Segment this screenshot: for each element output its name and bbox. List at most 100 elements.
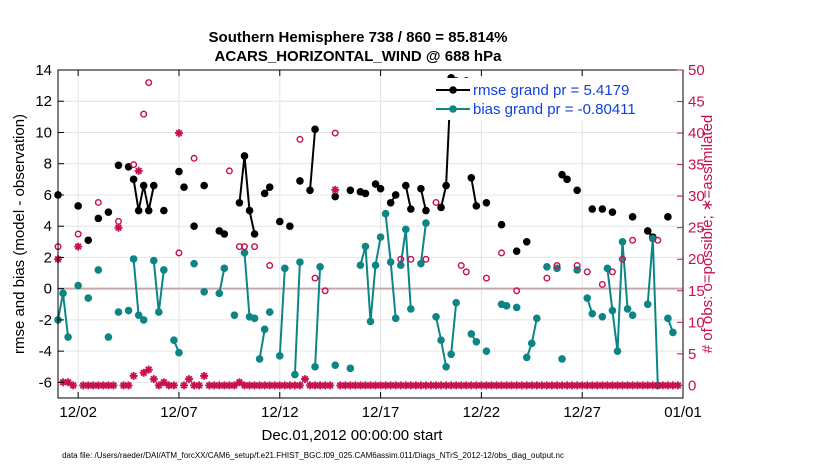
bias-point-41-0 <box>643 300 652 309</box>
rmse-point-38-0 <box>598 205 607 213</box>
rmse-point-15-2 <box>245 206 254 215</box>
bias-point-26-0 <box>432 312 440 321</box>
bias-point-7-2 <box>139 316 148 324</box>
bias-point-12-1 <box>220 264 229 273</box>
rmse-point-7-3 <box>144 206 153 215</box>
obs-assimilated-point-75 <box>432 381 441 390</box>
obs-assimilated-point-113 <box>623 381 632 390</box>
x-tick-label-2: 12/12 <box>261 404 299 421</box>
obs-possible-point-11 <box>240 243 248 251</box>
obs-assimilated-point-44 <box>275 381 284 390</box>
obs-assimilated-point-18 <box>144 365 153 374</box>
rmse-point-3-0 <box>94 214 103 223</box>
bias-point-23-2 <box>391 314 400 323</box>
obs-assimilated-point-65 <box>381 381 390 390</box>
bias-point-10-0 <box>190 259 198 268</box>
y-left-tick-label-10: 14 <box>35 62 52 79</box>
obs-possible-point-6 <box>145 79 153 87</box>
bias-point-22-1 <box>361 242 370 251</box>
obs-possible-point-34 <box>629 236 637 244</box>
rmse-point-18-0 <box>286 222 294 230</box>
rmse-point-15-0 <box>235 198 244 207</box>
obs-assimilated-point-54 <box>326 381 335 390</box>
obs-assimilated-point-91 <box>512 381 521 390</box>
obs-assimilated-point-21 <box>159 378 168 387</box>
rmse-point-1-0 <box>74 202 82 210</box>
rmse-point-16-0 <box>260 189 269 198</box>
rmse-point-11-0 <box>190 222 198 230</box>
obs-possible-point-8 <box>190 154 198 162</box>
x-tick-label-3: 12/17 <box>362 404 400 421</box>
bias-point-38-0 <box>598 312 607 321</box>
rmse-point-35-0 <box>558 170 566 179</box>
rmse-point-28-1 <box>442 181 450 190</box>
bias-point-0-2 <box>64 333 72 341</box>
bias-point-3-0 <box>94 266 103 274</box>
rmse-point-30-0 <box>482 198 491 207</box>
obs-assimilated-point-35 <box>230 381 239 390</box>
rmse-point-27-1 <box>422 206 430 215</box>
x-ticks: 12/02 12/07 12/12 12/17 12/22 12/27 01/01 <box>59 70 702 421</box>
obs-possible-point-20 <box>422 255 430 263</box>
bias-line-24 <box>399 229 412 310</box>
bias-line-23 <box>384 213 397 319</box>
y-right-tick-label-1: 5 <box>688 346 696 363</box>
rmse-point-17-0 <box>275 217 284 226</box>
bias-point-22-3 <box>371 261 380 270</box>
y-right-tick-label-6: 30 <box>688 188 705 205</box>
obs-assimilated-point-85 <box>482 381 491 390</box>
obs-assimilated-point-45 <box>280 381 289 390</box>
obs-assimilated-point-22 <box>164 381 173 390</box>
bias-point-15-0 <box>255 355 264 363</box>
legend-rmse-text: rmse grand pr = 5.4179 <box>473 82 629 99</box>
y-right-tick-label-3: 15 <box>688 283 705 300</box>
rmse-point-10-0 <box>180 183 188 191</box>
rmse-point-28-0 <box>437 203 445 212</box>
obs-possible-point-23 <box>462 268 470 276</box>
obs-assimilated-point-7 <box>89 381 98 390</box>
bias-point-27-0 <box>447 350 455 359</box>
rmse-point-5-0 <box>114 161 123 170</box>
bias-point-5-0 <box>114 308 123 316</box>
obs-assimilated-point-25 <box>180 381 189 390</box>
rmse-point-36-0 <box>573 186 581 195</box>
rmse-line-29 <box>470 177 478 207</box>
rmse-point-7-4 <box>149 181 158 190</box>
obs-possible-series <box>54 79 662 295</box>
obs-assimilated-point-67 <box>391 381 400 390</box>
bias-point-15-1 <box>260 325 269 334</box>
rmse-point-33-0 <box>522 238 531 246</box>
bias-point-6-0 <box>124 306 133 315</box>
obs-assimilated-point-47 <box>290 381 299 390</box>
bias-line-18 <box>293 262 301 375</box>
bias-point-20-0 <box>331 361 340 370</box>
obs-assimilated-point-105 <box>583 381 592 390</box>
obs-assimilated-point-69 <box>401 381 410 390</box>
obs-possible-point-33 <box>619 255 627 263</box>
obs-assimilated-point-73 <box>421 381 430 390</box>
obs-assimilated-point-24 <box>174 129 183 138</box>
rmse-point-25-1 <box>391 191 400 199</box>
bias-point-32-2 <box>533 314 541 323</box>
obs-possible-point-4 <box>130 161 138 169</box>
bias-point-23-0 <box>381 209 390 218</box>
bias-point-13-0 <box>230 311 239 320</box>
y-left-tick-label-8: 10 <box>35 124 52 141</box>
obs-possible-point-26 <box>513 287 521 295</box>
obs-assimilated-point-37 <box>240 381 249 390</box>
plot-area-frame <box>57 69 684 399</box>
obs-assimilated-point-110 <box>608 381 617 390</box>
bias-point-24-2 <box>407 305 415 313</box>
bias-point-21-0 <box>346 364 355 373</box>
obs-assimilated-point-33 <box>220 381 229 390</box>
obs-assimilated-point-111 <box>613 381 622 390</box>
bias-point-1-0 <box>74 281 82 290</box>
bias-point-16-0 <box>265 308 274 316</box>
bias-point-29-0 <box>482 347 491 355</box>
obs-possible-point-16 <box>321 287 329 295</box>
obs-assimilated-point-17 <box>139 368 148 377</box>
obs-assimilated-point-86 <box>487 381 496 390</box>
obs-possible-point-29 <box>573 262 581 270</box>
obs-assimilated-point-78 <box>447 381 456 390</box>
